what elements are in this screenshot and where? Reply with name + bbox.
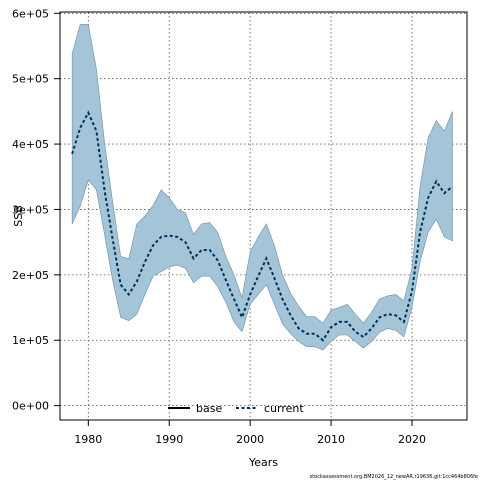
legend-label-current: current <box>264 402 304 415</box>
y-tick-label: 0e+00 <box>12 400 49 413</box>
x-tick-label: 1980 <box>74 433 102 446</box>
y-tick-label: 3e+05 <box>12 203 49 216</box>
x-axis-label: Years <box>248 456 278 469</box>
legend: base current <box>168 402 304 415</box>
series-lines <box>71 110 454 342</box>
y-tick-label: 4e+05 <box>12 138 49 151</box>
legend-label-base: base <box>196 402 222 415</box>
axis-ticks: 1980 1990 2000 2010 2020 0e+00 1e+05 2e+05 3e+05… <box>12 7 426 446</box>
grid-lines <box>60 12 467 420</box>
y-tick-label: 1e+05 <box>12 334 49 347</box>
x-tick-label: 1990 <box>155 433 183 446</box>
x-tick-label: 2020 <box>398 433 426 446</box>
x-tick-label: 2000 <box>236 433 264 446</box>
confidence-band-layer <box>71 24 453 351</box>
y-tick-label: 2e+05 <box>12 269 49 282</box>
x-tick-label: 2010 <box>317 433 345 446</box>
confidence-band-current <box>71 24 453 351</box>
plot-frame <box>59 11 468 421</box>
y-axis-label: SSB <box>12 205 25 227</box>
footer-text: stockassessment.org,BM2026_12_newAR,r196… <box>310 474 478 480</box>
y-tick-label: 5e+05 <box>12 73 49 86</box>
series-line-current <box>71 110 454 342</box>
y-tick-label: 6e+05 <box>12 7 49 20</box>
